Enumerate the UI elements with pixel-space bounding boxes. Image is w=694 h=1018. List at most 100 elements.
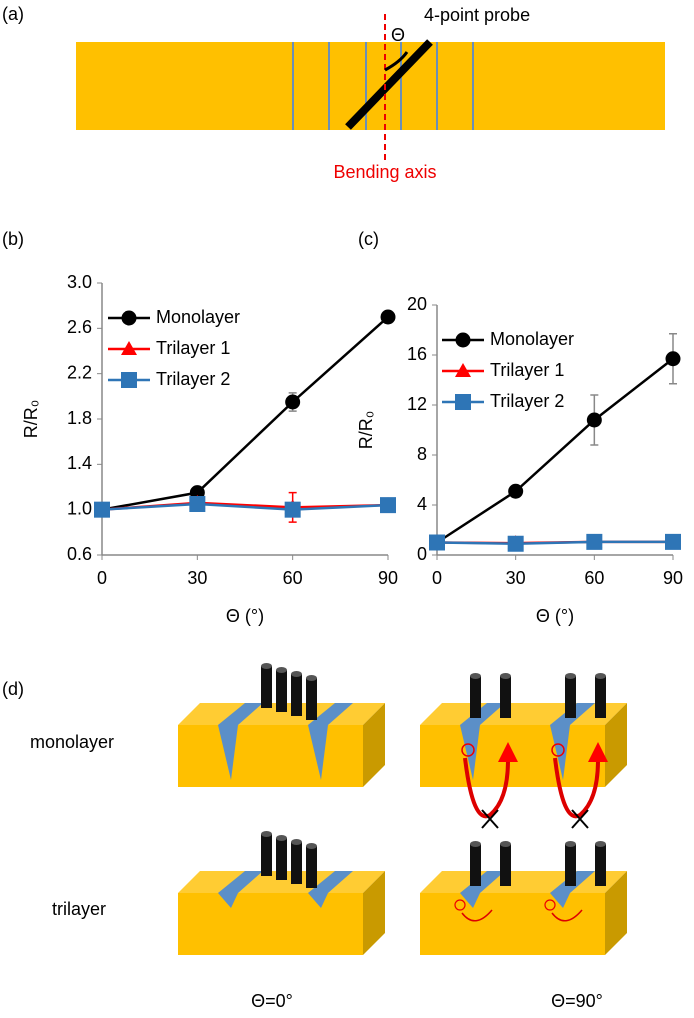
block — [420, 841, 627, 955]
probe — [565, 844, 576, 886]
y-axis-label: R/R₀ — [21, 400, 41, 438]
probe — [595, 676, 606, 718]
axis-label: Bending axis — [333, 162, 436, 182]
crack-top — [460, 703, 505, 725]
probe — [261, 834, 272, 876]
crack — [218, 725, 238, 780]
x-tick-label: 90 — [663, 568, 683, 588]
crack-top — [308, 703, 353, 725]
crack — [550, 893, 570, 908]
legend-label: Trilayer 2 — [156, 369, 230, 389]
crack — [218, 893, 238, 908]
current-path — [461, 909, 493, 922]
crack — [308, 725, 328, 780]
y-tick-label: 3.0 — [67, 272, 92, 292]
probe — [261, 666, 272, 708]
y-axis-label: R/R₀ — [356, 411, 376, 449]
y-tick-label: 0 — [417, 544, 427, 564]
y-tick-label: 8 — [417, 444, 427, 464]
angle-arc — [384, 51, 409, 72]
cracks — [292, 42, 474, 130]
block — [178, 831, 385, 955]
crack — [550, 725, 570, 780]
marker — [284, 501, 301, 518]
legend-label: Trilayer 1 — [490, 360, 564, 380]
probe-top — [595, 841, 606, 847]
probe — [470, 844, 481, 886]
electron — [461, 743, 475, 757]
current-path — [463, 757, 510, 819]
row-label: monolayer — [30, 732, 114, 752]
crack-top — [460, 871, 505, 893]
x-axis-label: Θ (°) — [226, 606, 264, 626]
blocked — [481, 809, 499, 829]
block — [420, 673, 627, 829]
probe-top — [500, 841, 511, 847]
electron — [544, 899, 556, 911]
y-tick-label: 0.6 — [67, 544, 92, 564]
x-tick-label: 90 — [378, 568, 398, 588]
marker — [94, 501, 110, 518]
probe — [291, 842, 302, 884]
marker — [189, 496, 206, 512]
probe — [306, 678, 317, 720]
legend-label: Trilayer 2 — [490, 391, 564, 411]
panel-label: (d) — [2, 679, 24, 699]
x-tick-label: 0 — [432, 568, 442, 588]
crack — [308, 893, 328, 908]
marker — [121, 310, 137, 326]
marker — [586, 412, 602, 428]
current-path — [551, 909, 583, 922]
series-line — [101, 502, 389, 511]
series-line — [436, 357, 674, 544]
series-line — [101, 316, 389, 511]
x-tick-label: 30 — [187, 568, 207, 588]
marker — [455, 363, 471, 377]
block-side — [363, 871, 385, 955]
marker — [455, 394, 471, 410]
legend-label: Monolayer — [156, 307, 240, 327]
probe-top — [291, 671, 302, 677]
current-path — [553, 757, 600, 819]
block-side — [605, 871, 627, 955]
series-line — [436, 540, 673, 546]
marker — [455, 332, 471, 348]
marker — [380, 497, 396, 514]
block — [178, 663, 385, 787]
probe — [500, 844, 511, 886]
probe-top — [276, 835, 287, 841]
probe — [306, 846, 317, 888]
block-front — [420, 893, 605, 955]
crack-top — [218, 871, 263, 893]
probe — [276, 670, 287, 712]
probe — [500, 676, 511, 718]
y-tick-label: 4 — [417, 494, 427, 514]
block-front — [178, 725, 363, 787]
electron — [551, 743, 565, 757]
probe-top — [565, 673, 576, 679]
x-tick-label: 60 — [283, 568, 303, 588]
electron — [454, 899, 466, 911]
probe-top — [565, 841, 576, 847]
y-tick-label: 2.2 — [67, 362, 92, 382]
panel-label: (b) — [2, 229, 24, 249]
crack-top — [308, 871, 353, 893]
row-label: trilayer — [52, 899, 106, 919]
marker — [121, 372, 137, 388]
arrow-head — [498, 742, 518, 762]
marker — [429, 534, 445, 551]
strip — [76, 42, 665, 130]
marker — [285, 394, 301, 410]
probe — [595, 844, 606, 886]
marker — [380, 309, 396, 325]
y-tick-label: 2.6 — [67, 317, 92, 337]
legend-label: Monolayer — [490, 329, 574, 349]
marker — [665, 533, 681, 550]
marker — [121, 341, 137, 355]
probe — [345, 39, 433, 130]
y-tick-label: 1.8 — [67, 408, 92, 428]
x-axis-label: Θ (°) — [536, 606, 574, 626]
column-label: Θ=90° — [551, 991, 603, 1011]
probe — [291, 674, 302, 716]
